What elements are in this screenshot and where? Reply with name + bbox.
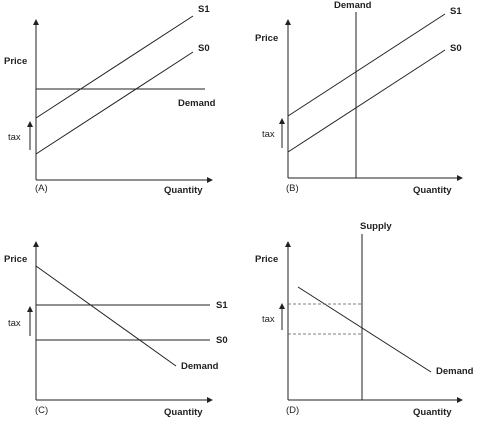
panel-c-demand-curve: [35, 265, 177, 367]
panel-c-s0-label: S0: [216, 335, 228, 346]
panel-d-tax-label: tax: [262, 314, 275, 325]
panel-b-x-label: Quantity: [413, 185, 452, 196]
panel-d-y-label: Price: [255, 254, 278, 265]
panel-a-s1-label: S1: [198, 4, 210, 15]
panel-a-y-label: Price: [4, 56, 27, 67]
panel-d-supply-label: Supply: [360, 221, 392, 232]
panel-b-s1-curve: [287, 13, 446, 117]
panel-a: Price Quantity (A) tax S1 S0 Demand: [4, 4, 216, 196]
panel-b-y-label: Price: [255, 33, 278, 44]
panel-b: Price Quantity (B) tax Demand S1 S0: [255, 0, 463, 196]
panel-c-x-label: Quantity: [164, 407, 203, 418]
panel-d-label: (D): [286, 405, 299, 416]
panel-c-s1-label: S1: [216, 300, 228, 311]
panel-a-label: (A): [35, 183, 48, 194]
panel-b-label: (B): [286, 183, 299, 194]
panel-d: Price Quantity (D) tax Supply Demand: [255, 221, 474, 418]
panel-c-demand-label: Demand: [181, 361, 219, 372]
panel-a-demand-label: Demand: [178, 98, 216, 109]
panel-b-s0-label: S0: [450, 43, 462, 54]
panel-c-y-label: Price: [4, 254, 27, 265]
panel-b-s0-curve: [287, 49, 446, 153]
panel-d-demand-curve: [297, 286, 432, 373]
panel-c-tax-label: tax: [8, 318, 21, 329]
panel-a-x-label: Quantity: [164, 185, 203, 196]
panel-d-x-label: Quantity: [413, 407, 452, 418]
panel-a-tax-label: tax: [8, 132, 21, 143]
panel-c-label: (C): [35, 405, 48, 416]
panel-c: Price Quantity (C) tax S1 S0 Demand: [4, 241, 228, 418]
panel-b-demand-label: Demand: [334, 0, 372, 11]
panel-a-s0-label: S0: [198, 43, 210, 54]
panel-b-s1-label: S1: [450, 6, 462, 17]
panel-a-s0-curve: [35, 51, 194, 155]
panel-b-tax-label: tax: [262, 129, 275, 140]
panel-d-demand-label: Demand: [436, 366, 474, 377]
panel-a-s1-curve: [35, 15, 194, 119]
